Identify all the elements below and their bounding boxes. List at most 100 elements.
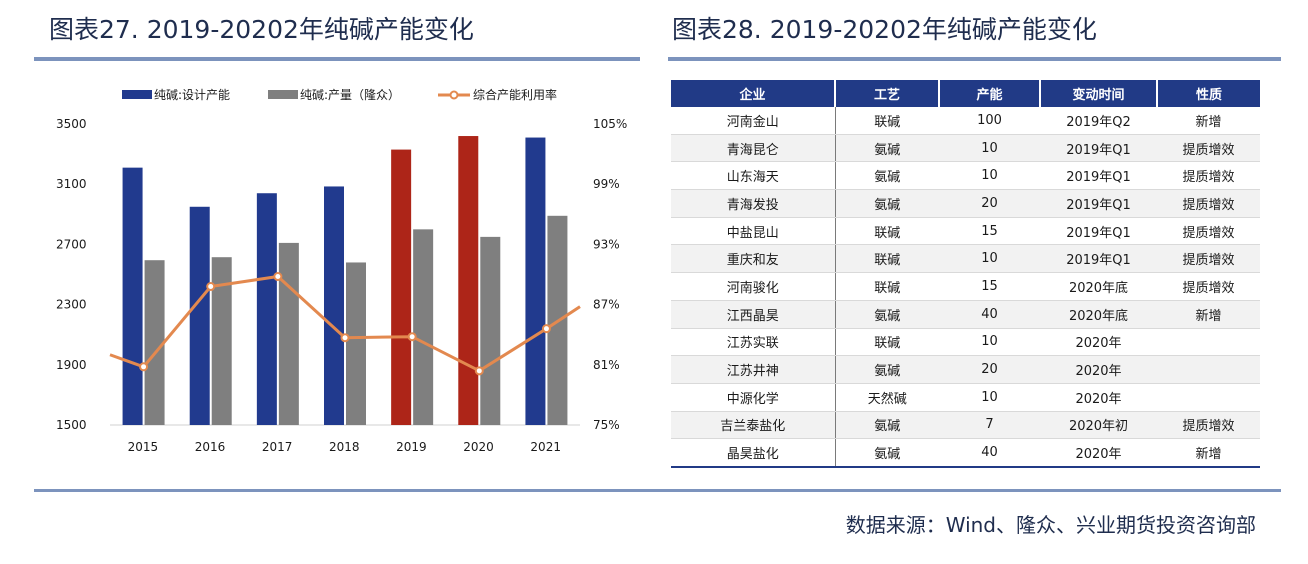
chart-legend: 纯碱:设计产能 纯碱:产量（隆众） 综合产能利用率 (122, 87, 557, 102)
bar-design-capacity (256, 193, 277, 425)
table-cell: 2020年 (1040, 328, 1157, 357)
table-cell: 2019年Q1 (1040, 189, 1157, 218)
x-tick-label: 2016 (195, 440, 226, 454)
table-cell: 提质增效 (1157, 411, 1260, 440)
bar-output (413, 229, 434, 425)
y-left-tick-label: 2700 (56, 237, 87, 251)
bar-design-capacity (122, 167, 143, 425)
table-header-cell: 性质 (1157, 80, 1260, 107)
bar-output (480, 236, 501, 425)
table-cell (1157, 328, 1260, 357)
table-cell: 氨碱 (835, 355, 939, 384)
table-cell: 联碱 (835, 328, 939, 357)
chart-axes: 3500 3100 2700 2300 1900 1500 105% 99% 93% 87% 81%… (56, 117, 627, 454)
table-cell: 新增 (1157, 438, 1260, 468)
table-row: 重庆和友 联碱 10 2019年Q1 提质增效 (671, 244, 1260, 274)
table-cell: 天然碱 (835, 383, 939, 412)
table-cell: 10 (939, 244, 1040, 274)
table-cell: 新增 (1157, 300, 1260, 329)
table-cell: 氨碱 (835, 134, 939, 163)
legend-swatch-output (268, 90, 298, 99)
utilization-point (139, 362, 149, 372)
capacity-table: 企业 工艺 产能 变动时间 性质 河南金山 联碱 100 2019年Q2 新增 青海昆仑 氨碱 10 2… (671, 80, 1260, 468)
title-divider-left (34, 57, 640, 61)
table-cell: 提质增效 (1157, 272, 1260, 301)
y-left-tick-label: 1900 (56, 358, 87, 372)
bar-design-capacity (324, 186, 344, 425)
table-row: 江西晶昊 氨碱 40 2020年底 新增 (671, 300, 1260, 329)
utilization-point (206, 282, 216, 292)
footer-divider (34, 489, 1281, 492)
table-cell: 江西晶昊 (671, 300, 836, 329)
utilization-point (474, 366, 484, 376)
table-cell: 40 (939, 438, 1040, 468)
table-cell: 2019年Q1 (1040, 217, 1157, 246)
table-title: 图表28. 2019-20202年纯碱产能变化 (672, 15, 1097, 44)
table-cell: 10 (939, 134, 1040, 163)
chart-title: 图表27. 2019-20202年纯碱产能变化 (49, 15, 474, 44)
table-row: 中盐昆山 联碱 15 2019年Q1 提质增效 (671, 217, 1260, 246)
source-note: 数据来源：Wind、隆众、兴业期货投资咨询部 (845, 513, 1256, 537)
table-row: 江苏实联 联碱 10 2020年 (671, 328, 1260, 357)
table-cell: 2020年 (1040, 383, 1157, 412)
bar-output (144, 260, 165, 425)
table-cell: 青海发投 (671, 189, 836, 218)
x-tick-label: 2019 (396, 440, 427, 454)
table-cell (1157, 355, 1260, 384)
table-header-cell: 变动时间 (1040, 80, 1158, 107)
table-cell: 20 (939, 355, 1040, 384)
table-cell: 中盐昆山 (671, 217, 836, 246)
title-divider-right (668, 57, 1281, 61)
table-row: 江苏井神 氨碱 20 2020年 (671, 355, 1260, 384)
y-left-tick-label: 1500 (56, 418, 87, 432)
table-header-row: 企业 工艺 产能 变动时间 性质 (671, 80, 1260, 107)
table-cell: 联碱 (835, 217, 939, 246)
table-cell: 2019年Q1 (1040, 161, 1157, 191)
y-right-tick-label: 99% (593, 177, 620, 191)
x-tick-label: 2020 (463, 440, 494, 454)
table-cell: 提质增效 (1157, 244, 1260, 274)
table-cell: 河南金山 (671, 107, 836, 135)
table-cell: 15 (939, 272, 1040, 301)
table-cell: 联碱 (835, 272, 939, 301)
table-body: 河南金山 联碱 100 2019年Q2 新增 青海昆仑 氨碱 10 2019年Q1 提质增效 山东海… (671, 107, 1260, 468)
table-row: 河南骏化 联碱 15 2020年底 提质增效 (671, 272, 1260, 301)
table-cell: 山东海天 (671, 161, 836, 191)
bar-design-capacity (189, 206, 210, 425)
table-cell: 氨碱 (835, 161, 939, 191)
legend-swatch-capacity (122, 90, 152, 99)
table-cell: 中源化学 (671, 383, 836, 412)
bar-design-capacity (525, 137, 546, 426)
table-cell: 提质增效 (1157, 189, 1260, 218)
table-row: 河南金山 联碱 100 2019年Q2 新增 (671, 107, 1260, 135)
table-header-cell: 工艺 (835, 80, 940, 107)
y-right-tick-label: 93% (593, 237, 620, 251)
table-cell: 2020年底 (1040, 300, 1157, 329)
table-cell: 联碱 (835, 244, 939, 274)
x-tick-label: 2018 (329, 440, 360, 454)
table-cell: 氨碱 (835, 438, 939, 468)
table-cell: 2020年初 (1040, 411, 1157, 440)
x-tick-label: 2015 (128, 440, 159, 454)
chart-line (109, 272, 581, 376)
table-row: 晶昊盐化 氨碱 40 2020年 新增 (671, 438, 1260, 468)
utilization-point (340, 333, 350, 343)
table-cell: 20 (939, 189, 1040, 218)
table-cell: 江苏井神 (671, 355, 836, 384)
utilization-point (273, 272, 283, 282)
table-cell: 晶昊盐化 (671, 438, 836, 468)
table-cell: 10 (939, 383, 1040, 412)
table-cell: 15 (939, 217, 1040, 246)
table-cell: 提质增效 (1157, 217, 1260, 246)
table-cell: 7 (939, 411, 1040, 440)
table-cell: 河南骏化 (671, 272, 836, 301)
table-cell: 2020年 (1040, 355, 1157, 384)
table-cell: 40 (939, 300, 1040, 329)
capacity-chart: 纯碱:设计产能 纯碱:产量（隆众） 综合产能利用率 3500 3100 2700 2300… (56, 87, 627, 454)
bar-design-capacity (458, 136, 479, 426)
table-cell: 提质增效 (1157, 161, 1260, 191)
table-cell: 2020年底 (1040, 272, 1157, 301)
table-cell: 吉兰泰盐化 (671, 411, 836, 440)
table-cell: 氨碱 (835, 189, 939, 218)
bar-design-capacity (391, 149, 412, 425)
